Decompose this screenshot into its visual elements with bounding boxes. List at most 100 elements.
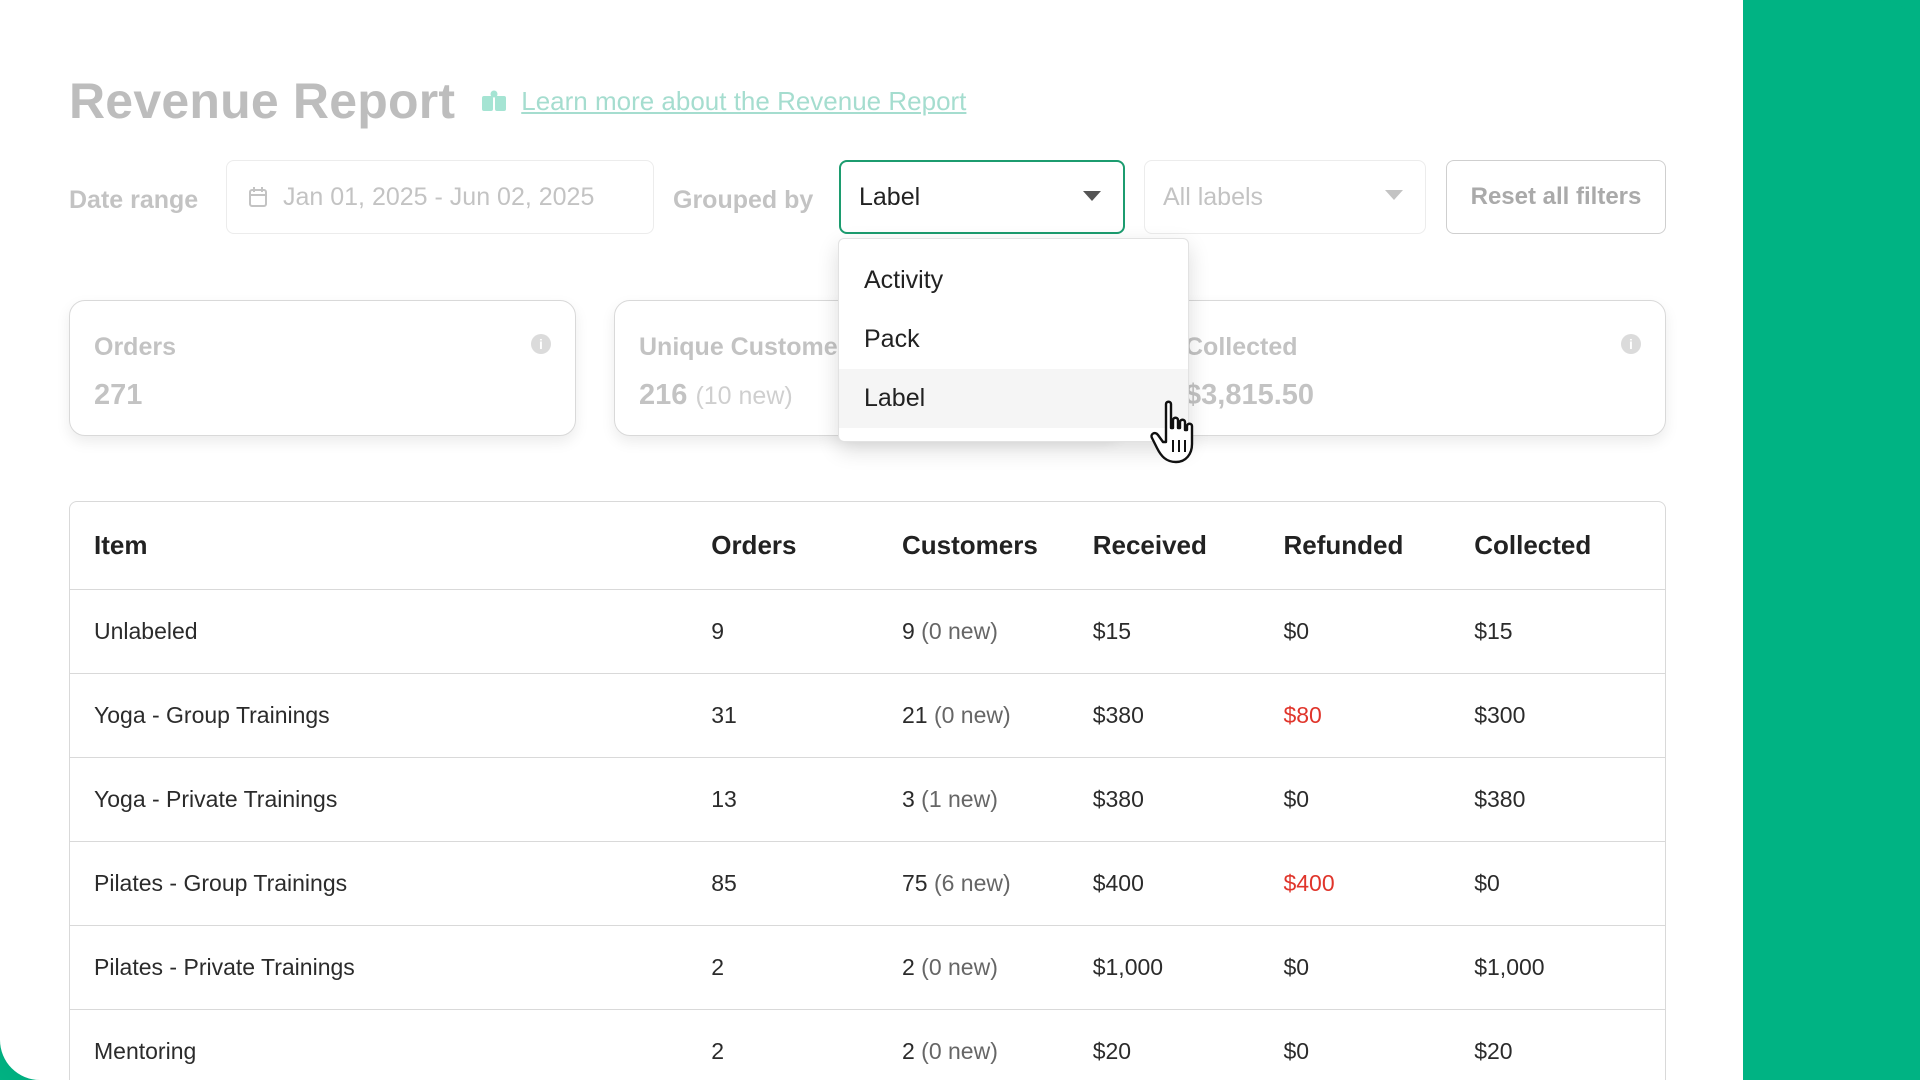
cell-item: Pilates - Private Trainings — [94, 954, 355, 980]
cell-item: Unlabeled — [94, 618, 198, 644]
learn-more-link[interactable]: Learn more about the Revenue Report — [521, 85, 967, 116]
labels-select[interactable]: All labels — [1144, 160, 1426, 234]
cell-item: Yoga - Private Trainings — [94, 786, 338, 812]
info-icon[interactable]: i — [1621, 334, 1641, 354]
date-range-label: Date range — [69, 186, 199, 214]
card-value-sub: (10 new) — [695, 382, 793, 410]
calendar-icon — [249, 187, 267, 207]
card-value: $3,815.50 — [1185, 379, 1314, 412]
cell-customers: 21 (0 new) — [902, 702, 1093, 729]
cell-received: $1,000 — [1092, 954, 1164, 980]
dropdown-option-label[interactable]: Label — [839, 369, 1188, 428]
card-value-number: $3,815.50 — [1185, 379, 1315, 411]
cell-orders: 85 — [711, 870, 737, 896]
col-customers-header[interactable]: Customers — [901, 530, 1038, 560]
book-icon — [482, 90, 507, 111]
cell-customers: 9 (0 new) — [902, 618, 1093, 645]
chevron-down-icon — [1083, 191, 1101, 201]
customers-count: 21 — [901, 702, 928, 728]
dropdown-option-pack[interactable]: Pack — [864, 325, 920, 353]
cell-orders: 9 — [711, 618, 725, 644]
card-value: 271 — [94, 379, 142, 412]
card-value: 216 (10 new) — [639, 379, 793, 412]
reset-filters-button[interactable]: Reset all filters — [1446, 160, 1666, 234]
cell-received: $20 — [1092, 1038, 1132, 1064]
cell-received: $380 — [1092, 702, 1144, 728]
orders-card: Orders i 271 — [69, 300, 576, 436]
cell-orders: 2 — [711, 954, 725, 980]
collected-card: Collected i $3,815.50 — [1160, 300, 1666, 436]
cell-collected: $380 — [1474, 786, 1526, 812]
labels-value: All labels — [1163, 182, 1264, 211]
date-range-value: Jan 01, 2025 - Jun 02, 2025 — [283, 182, 595, 211]
card-label: Collected — [1185, 333, 1298, 361]
customers-count: 2 — [901, 1038, 915, 1064]
revenue-table: Item Orders Customers Received Refunded … — [69, 501, 1666, 1080]
cell-item: Pilates - Group Trainings — [94, 870, 348, 896]
customers-count: 75 — [901, 870, 928, 896]
grouped-by-select[interactable]: Label — [839, 160, 1125, 234]
cell-refunded: $0 — [1283, 1038, 1310, 1064]
title-row: Revenue Report Learn more about the Reve… — [69, 72, 966, 130]
cell-item: Mentoring — [94, 1038, 197, 1064]
customers-new: (0 new) — [933, 702, 1011, 728]
card-label: Unique Customers — [639, 333, 862, 361]
cell-refunded: $0 — [1283, 786, 1310, 812]
card-value-number: 271 — [94, 379, 143, 411]
table-row[interactable]: Mentoring 2 2 (0 new) $20 $0 $20 — [70, 1010, 1665, 1080]
customers-count: 9 — [901, 618, 915, 644]
cell-collected: $20 — [1474, 1038, 1513, 1064]
cell-item: Yoga - Group Trainings — [94, 702, 330, 728]
cell-refunded: $80 — [1283, 702, 1322, 728]
col-received-header[interactable]: Received — [1092, 530, 1207, 560]
date-range-input[interactable]: Jan 01, 2025 - Jun 02, 2025 — [226, 160, 654, 234]
table-row[interactable]: Yoga - Private Trainings 13 3 (1 new) $3… — [70, 758, 1665, 842]
customers-count: 3 — [901, 786, 915, 812]
customers-new: (1 new) — [921, 786, 998, 812]
cell-collected: $15 — [1474, 618, 1513, 644]
cell-orders: 31 — [711, 702, 737, 728]
cell-collected: $1,000 — [1474, 954, 1545, 980]
report-panel: Revenue Report Learn more about the Reve… — [0, 0, 1743, 1080]
cell-received: $400 — [1092, 870, 1144, 896]
accent-side-panel — [1743, 0, 1920, 1080]
table-row[interactable]: Pilates - Private Trainings 2 2 (0 new) … — [70, 926, 1665, 1010]
chevron-down-icon — [1385, 190, 1403, 200]
customers-new: (0 new) — [921, 954, 998, 980]
customers-new: (0 new) — [921, 1038, 998, 1064]
col-orders-header[interactable]: Orders — [711, 530, 797, 560]
cell-collected: $300 — [1474, 702, 1526, 728]
cell-customers: 3 (1 new) — [902, 786, 1093, 813]
card-label: Orders — [94, 333, 176, 361]
grouped-by-label: Grouped by — [673, 186, 814, 214]
table-row[interactable]: Unlabeled 9 9 (0 new) $15 $0 $15 — [70, 590, 1665, 674]
cell-customers: 2 (0 new) — [902, 954, 1093, 981]
info-icon[interactable]: i — [531, 334, 551, 354]
cell-customers: 75 (6 new) — [902, 870, 1093, 897]
customers-count: 2 — [901, 954, 915, 980]
table-row[interactable]: Pilates - Group Trainings 85 75 (6 new) … — [70, 842, 1665, 926]
customers-new: (0 new) — [921, 618, 998, 644]
col-collected-header[interactable]: Collected — [1474, 530, 1592, 560]
cell-received: $15 — [1092, 618, 1132, 644]
cell-refunded: $400 — [1283, 870, 1335, 896]
learn-more-link-wrap[interactable]: Learn more about the Revenue Report — [481, 86, 966, 117]
cell-refunded: $0 — [1283, 954, 1310, 980]
table-row[interactable]: Yoga - Group Trainings 31 21 (0 new) $38… — [70, 674, 1665, 758]
cell-orders: 2 — [711, 1038, 725, 1064]
cell-received: $380 — [1092, 786, 1144, 812]
cell-orders: 13 — [711, 786, 737, 812]
hand-cursor-icon — [1150, 400, 1194, 464]
col-item-header[interactable]: Item — [94, 530, 148, 560]
cell-refunded: $0 — [1283, 618, 1310, 644]
col-refunded-header[interactable]: Refunded — [1283, 530, 1404, 560]
page-title: Revenue Report — [69, 73, 456, 129]
customers-new: (6 new) — [933, 870, 1011, 896]
grouped-by-dropdown-menu: Activity Pack Label — [838, 238, 1189, 442]
table-header: Item Orders Customers Received Refunded … — [70, 502, 1665, 590]
cell-collected: $0 — [1474, 870, 1500, 896]
grouped-by-value: Label — [859, 182, 921, 211]
card-value-number: 216 — [639, 379, 688, 411]
cell-customers: 2 (0 new) — [902, 1038, 1093, 1065]
dropdown-option-activity[interactable]: Activity — [864, 266, 944, 294]
